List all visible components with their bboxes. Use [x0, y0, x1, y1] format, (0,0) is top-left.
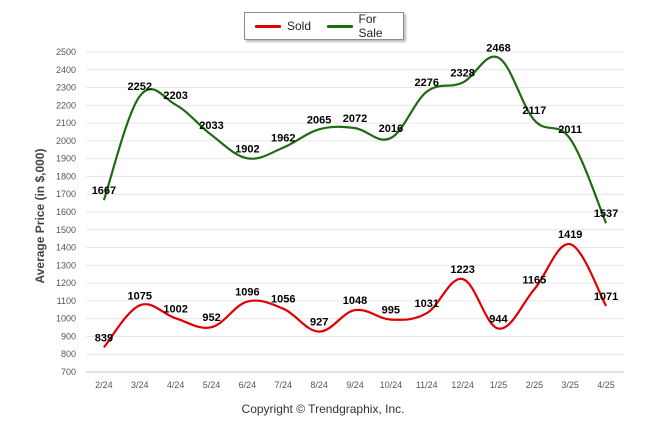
- data-label-for-sale: 2328: [450, 68, 474, 80]
- x-tick-label: 3/25: [561, 380, 579, 390]
- data-label-sold: 1056: [271, 294, 295, 306]
- x-tick-label: 1/25: [490, 380, 508, 390]
- x-tick-label: 2/24: [95, 380, 113, 390]
- series-line-for-sale: [102, 55, 608, 224]
- data-label-for-sale: 1902: [235, 143, 259, 155]
- y-tick-label: 2100: [56, 118, 76, 128]
- y-tick-label: 1800: [56, 171, 76, 181]
- x-tick-label: 9/24: [346, 380, 364, 390]
- y-tick-label: 1400: [56, 243, 76, 253]
- data-label-sold: 1165: [522, 274, 546, 286]
- legend-swatch-sold: [255, 24, 281, 28]
- x-tick-label: 12/24: [451, 380, 474, 390]
- data-label-sold: 927: [310, 317, 328, 329]
- series-line-sold: [103, 243, 608, 349]
- y-tick-label: 2000: [56, 136, 76, 146]
- y-tick-label: 1500: [56, 225, 76, 235]
- data-label-sold: 1096: [235, 287, 259, 299]
- y-tick-label: 900: [61, 331, 76, 341]
- legend-label-sold: Sold: [287, 19, 312, 33]
- data-label-sold: 1031: [414, 298, 438, 310]
- copyright-text: Copyright © Trendgraphix, Inc.: [241, 402, 405, 416]
- data-label-for-sale: 2016: [379, 123, 403, 135]
- data-label-sold: 1075: [128, 290, 152, 302]
- y-tick-label: 2200: [56, 100, 76, 110]
- data-label-for-sale: 2072: [343, 113, 367, 125]
- y-tick-label: 1200: [56, 278, 76, 288]
- x-tick-label: 5/24: [203, 380, 221, 390]
- x-tick-label: 7/24: [275, 380, 293, 390]
- data-label-for-sale: 1537: [594, 208, 618, 220]
- x-tick-label: 6/24: [239, 380, 257, 390]
- data-label-for-sale: 2468: [486, 43, 510, 55]
- legend-item-for-sale[interactable]: For Sale: [327, 12, 403, 40]
- x-tick-label: 11/24: [416, 380, 438, 390]
- x-tick-label: 8/24: [310, 380, 328, 390]
- data-label-sold: 1071: [594, 291, 618, 303]
- legend-swatch-for-sale: [327, 24, 353, 28]
- y-axis-label: Average Price (in $,000): [33, 149, 47, 284]
- data-label-sold: 1223: [450, 264, 474, 276]
- data-label-for-sale: 2203: [163, 90, 187, 102]
- y-tick-label: 2400: [56, 65, 76, 75]
- data-labels: 839 1075 1002 952 1096 1056 927 1048 995 1031 1223…: [92, 43, 619, 345]
- y-tick-label: 1600: [56, 207, 76, 217]
- data-label-sold: 1048: [343, 295, 367, 307]
- data-label-sold: 952: [202, 312, 220, 324]
- x-tick-label: 4/24: [167, 380, 185, 390]
- y-tick-label: 2500: [56, 47, 76, 57]
- legend-item-sold[interactable]: Sold: [255, 19, 311, 33]
- legend: Sold For Sale: [244, 12, 404, 40]
- data-label-for-sale: 2117: [522, 105, 546, 117]
- data-label-for-sale: 2033: [199, 120, 223, 132]
- y-tick-label: 1000: [56, 314, 76, 324]
- y-tick-label: 700: [61, 367, 76, 377]
- data-label-for-sale: 1667: [92, 185, 116, 197]
- y-tick-label: 1300: [56, 260, 76, 270]
- data-label-sold: 839: [95, 332, 113, 344]
- data-label-for-sale: 2065: [307, 114, 331, 126]
- data-label-sold: 1419: [558, 229, 582, 241]
- x-tick-label: 10/24: [380, 380, 403, 390]
- y-tick-label: 1100: [57, 296, 76, 306]
- data-label-for-sale: 1962: [271, 133, 295, 145]
- data-label-for-sale: 2276: [414, 77, 438, 89]
- data-label-sold: 1002: [163, 303, 187, 315]
- y-tick-label: 2300: [56, 83, 76, 93]
- data-label-for-sale: 2011: [558, 124, 582, 136]
- grid-lines: [86, 51, 624, 373]
- x-tick-label: 2/25: [526, 380, 544, 390]
- data-label-sold: 944: [489, 314, 508, 326]
- data-label-for-sale: 2252: [128, 81, 152, 93]
- series-lines: [102, 55, 608, 349]
- legend-label-for-sale: For Sale: [358, 12, 383, 40]
- data-label-sold: 995: [382, 305, 400, 317]
- y-axis-ticks: 700 800 900 1000 1100 1200 1300 1400 1500 1600 170…: [56, 47, 76, 377]
- y-tick-label: 800: [61, 349, 76, 359]
- x-tick-label: 4/25: [597, 380, 615, 390]
- y-tick-label: 1900: [56, 154, 76, 164]
- x-tick-label: 3/24: [131, 380, 149, 390]
- y-tick-label: 1700: [56, 189, 76, 199]
- x-axis-ticks: 2/24 3/24 4/24 5/24 6/24 7/24 8/24 9/24 10/24 11/…: [95, 380, 615, 390]
